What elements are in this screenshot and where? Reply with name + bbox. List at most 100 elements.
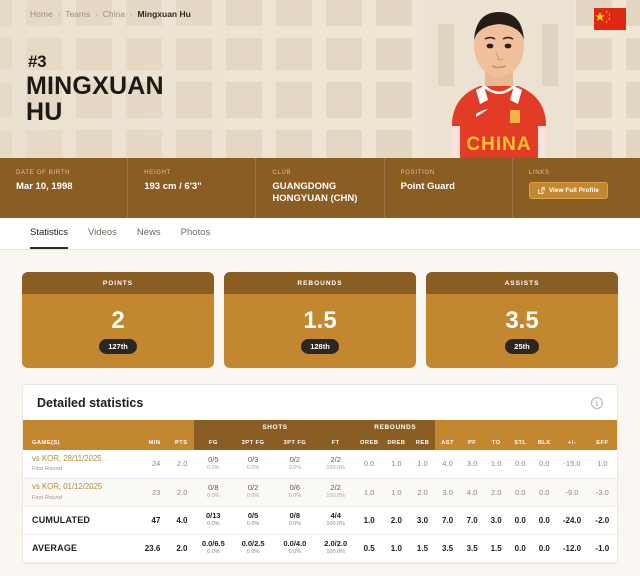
- col-oreb[interactable]: OREB: [355, 435, 383, 450]
- cell-pf: 3.5: [466, 543, 478, 553]
- info-cell-links: LINKS View Full Profile: [513, 158, 640, 218]
- page-title: MINGXUAN HU: [26, 72, 164, 125]
- table-row-average: AVERAGE 23.6 2.0 0.0/6.5 0.0% 0.0/2.5 0.…: [23, 534, 617, 562]
- tab-statistics[interactable]: Statistics: [30, 218, 69, 249]
- player-jersey-number: #3: [28, 52, 47, 71]
- col-dreb[interactable]: DREB: [382, 435, 410, 450]
- fg2-percent: 0.0%: [246, 493, 260, 500]
- position-value: Point Guard: [400, 181, 455, 192]
- col-2pt-fg[interactable]: 2PT FG: [232, 435, 274, 450]
- col-ft[interactable]: FT: [315, 435, 356, 450]
- cell-min: 23.6: [144, 543, 161, 553]
- group-rebounds: REBOUNDS: [355, 420, 436, 435]
- cell-oreb: 0.0: [363, 459, 375, 469]
- cell-eff: -2.0: [595, 515, 610, 525]
- cell-oreb: 1.0: [363, 515, 375, 525]
- col-plus-minus[interactable]: +/-: [556, 435, 588, 450]
- stat-card-points: POINTS 2 127th: [22, 272, 214, 368]
- col-pf[interactable]: PF: [460, 435, 485, 450]
- col-games[interactable]: GAME(S): [23, 435, 141, 450]
- ft-made-attempted: 4/4: [330, 511, 341, 521]
- cell-plus-minus: -12.0: [562, 543, 582, 553]
- breadcrumb: Home › Teams › China › Mingxuan Hu: [30, 9, 191, 19]
- ft-percent: 100.0%: [326, 521, 345, 528]
- cell-ast: 3.5: [442, 543, 454, 553]
- cell-ft: 2.0/2.0 100.0%: [316, 534, 356, 562]
- col-stl[interactable]: STL: [508, 435, 533, 450]
- cell-blk: 0.0: [539, 459, 550, 469]
- tab-photos[interactable]: Photos: [180, 227, 211, 238]
- stat-card-value: 1.5: [303, 306, 337, 334]
- ft-made-attempted: 2/2: [330, 483, 341, 493]
- fg3-percent: 0.0%: [288, 549, 302, 556]
- fg3-percent: 0.0%: [288, 464, 302, 471]
- stat-card-title: POINTS: [22, 272, 214, 294]
- col-min[interactable]: MIN: [140, 435, 168, 450]
- breadcrumb-item-china[interactable]: China: [102, 9, 125, 19]
- cell-pts: 2.0: [177, 487, 188, 497]
- game-link[interactable]: vs KOR, 28/11/2025: [32, 453, 102, 463]
- stat-card-rank-badge: 128th: [301, 338, 339, 354]
- links-label: LINKS: [528, 170, 550, 176]
- stat-card-title: ASSISTS: [426, 272, 618, 294]
- statistics-table: SHOTS REBOUNDS GAME(S) MIN PTS FG 2PT FG…: [23, 420, 617, 563]
- view-full-profile-button[interactable]: View Full Profile: [528, 182, 608, 199]
- group-blank-left: [23, 420, 195, 435]
- cell-pf: 3.0: [466, 459, 478, 469]
- cell-blk: 0.0: [539, 487, 550, 497]
- breadcrumb-item-home[interactable]: Home: [30, 9, 53, 19]
- cell-plus-minus: -9.0: [565, 487, 579, 497]
- stat-card-value: 3.5: [505, 306, 539, 334]
- stat-card-title: REBOUNDS: [224, 272, 416, 294]
- cell-plus-minus: -24.0: [562, 515, 582, 525]
- col-pts[interactable]: PTS: [167, 435, 195, 450]
- breadcrumb-item-teams[interactable]: Teams: [65, 9, 91, 19]
- cell-game: vs KOR, 01/12/2025 First Round: [23, 478, 140, 506]
- cell-dreb: 1.0: [391, 459, 402, 469]
- cell-ast: 7.0: [442, 515, 454, 525]
- fg2-made-attempted: 0/2: [247, 483, 259, 493]
- cell-2pt-fg: 0/5 0.0%: [232, 506, 274, 534]
- detailed-statistics-panel: Detailed statistics i SHOTS REBOUNDS GAM…: [22, 384, 618, 564]
- col-fg[interactable]: FG: [194, 435, 233, 450]
- fg-percent: 0.0%: [207, 464, 220, 471]
- club-value: GUANGDONG HONGYUAN (CHN): [272, 181, 358, 204]
- col-reb[interactable]: REB: [409, 435, 436, 450]
- cell-to: 1.0: [490, 459, 502, 469]
- cell-ft: 2/2 100.0%: [316, 450, 356, 478]
- tab-videos[interactable]: Videos: [88, 227, 117, 238]
- cell-fg: 0/8 0.0%: [194, 478, 232, 506]
- breadcrumb-item-current: Mingxuan Hu: [137, 9, 191, 19]
- tab-news[interactable]: News: [136, 227, 161, 238]
- cell-2pt-fg: 0/3 0.0%: [232, 450, 274, 478]
- col-to[interactable]: TO: [484, 435, 509, 450]
- col-3pt-fg[interactable]: 3PT FG: [273, 435, 316, 450]
- cell-fg: 0.0/6.5 0.0%: [194, 534, 232, 562]
- panel-header: Detailed statistics i: [23, 385, 617, 420]
- breadcrumb-separator-icon: ›: [95, 9, 98, 19]
- cell-pts: 4.0: [176, 515, 188, 525]
- cell-ft: 2/2 100.0%: [316, 478, 356, 506]
- fg3-percent: 0.0%: [288, 493, 302, 500]
- cell-fg: 0/13 0.0%: [194, 506, 232, 534]
- content-tabs: Statistics Videos News Photos: [0, 218, 640, 250]
- col-blk[interactable]: BLK: [532, 435, 557, 450]
- game-link[interactable]: vs KOR, 01/12/2025: [32, 481, 103, 491]
- cell-oreb: 0.5: [363, 543, 375, 553]
- cell-to: 3.0: [490, 515, 502, 525]
- cell-min: 23: [151, 487, 161, 497]
- fg3-made-attempted: 0/8: [289, 511, 301, 521]
- breadcrumb-separator-icon: ›: [129, 9, 133, 19]
- china-flag-icon: [594, 8, 626, 30]
- col-ast[interactable]: AST: [435, 435, 461, 450]
- cell-stl: 0.0: [514, 543, 526, 553]
- player-first-name: MINGXUAN: [26, 72, 164, 100]
- fg-percent: 0.0%: [207, 549, 220, 556]
- fg3-made-attempted: 0/6: [289, 483, 301, 493]
- cell-stl: 0.0: [515, 459, 526, 469]
- col-eff[interactable]: EFF: [587, 435, 617, 450]
- cell-2pt-fg: 0.0/2.5 0.0%: [232, 534, 274, 562]
- cell-dreb: 1.0: [391, 487, 402, 497]
- fg-percent: 0.0%: [207, 493, 220, 500]
- info-icon[interactable]: i: [591, 397, 603, 409]
